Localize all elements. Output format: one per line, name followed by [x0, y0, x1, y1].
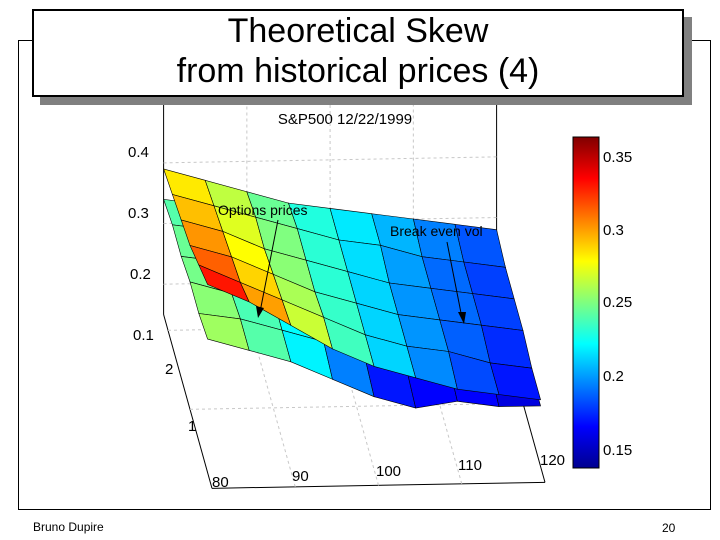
colorbar-tick: 0.2 [603, 368, 624, 385]
colorbar-tick: 0.3 [603, 222, 624, 239]
strike-tick: 90 [292, 468, 309, 485]
z-tick: 0.2 [130, 266, 151, 283]
annotation-options-prices: Options prices [218, 202, 307, 218]
slide-title-box: Theoretical Skew from historical prices … [32, 9, 684, 97]
colorbar-tick: 0.25 [603, 294, 632, 311]
strike-tick: 80 [212, 474, 229, 491]
strike-tick: 100 [376, 463, 401, 480]
surface-options-prices [163, 168, 542, 401]
slide-title-line-1: Theoretical Skew [227, 12, 489, 50]
z-tick: 0.1 [133, 327, 154, 344]
z-tick: 0.4 [128, 144, 149, 161]
annotation-break-even-vol: Break even vol [390, 223, 483, 239]
chart-title: S&P500 12/22/1999 [278, 111, 412, 128]
colorbar-tick: 0.35 [603, 149, 632, 166]
strike-tick: 120 [540, 452, 565, 469]
surface-group [163, 168, 542, 409]
maturity-tick: 2 [165, 361, 173, 378]
annotation-group: Options prices Break even vol [218, 202, 483, 324]
maturity-tick: 1 [188, 418, 196, 435]
grid-line [189, 402, 524, 410]
colorbar [572, 136, 600, 469]
page-number: 20 [662, 521, 676, 535]
z-tick: 0.3 [128, 205, 149, 222]
colorbar-ticks: 0.35 0.3 0.25 0.2 0.15 [603, 149, 632, 459]
grid-line [163, 156, 497, 164]
surface-patch [489, 362, 542, 401]
slide-title-line-2: from historical prices (4) [176, 52, 540, 90]
arrow-options-prices [259, 219, 279, 313]
strike-tick: 110 [458, 457, 482, 474]
arrow-break-even-vol [446, 241, 463, 319]
axis-line [163, 314, 213, 489]
colorbar-tick: 0.15 [603, 442, 632, 459]
arrowhead-break-even-vol [458, 312, 466, 324]
author-label: Bruno Dupire [33, 520, 104, 534]
arrowhead-options-prices [256, 306, 264, 318]
tick-labels: 0.4 0.3 0.2 0.1 2 1 80 90 100 110 120 [128, 144, 565, 491]
